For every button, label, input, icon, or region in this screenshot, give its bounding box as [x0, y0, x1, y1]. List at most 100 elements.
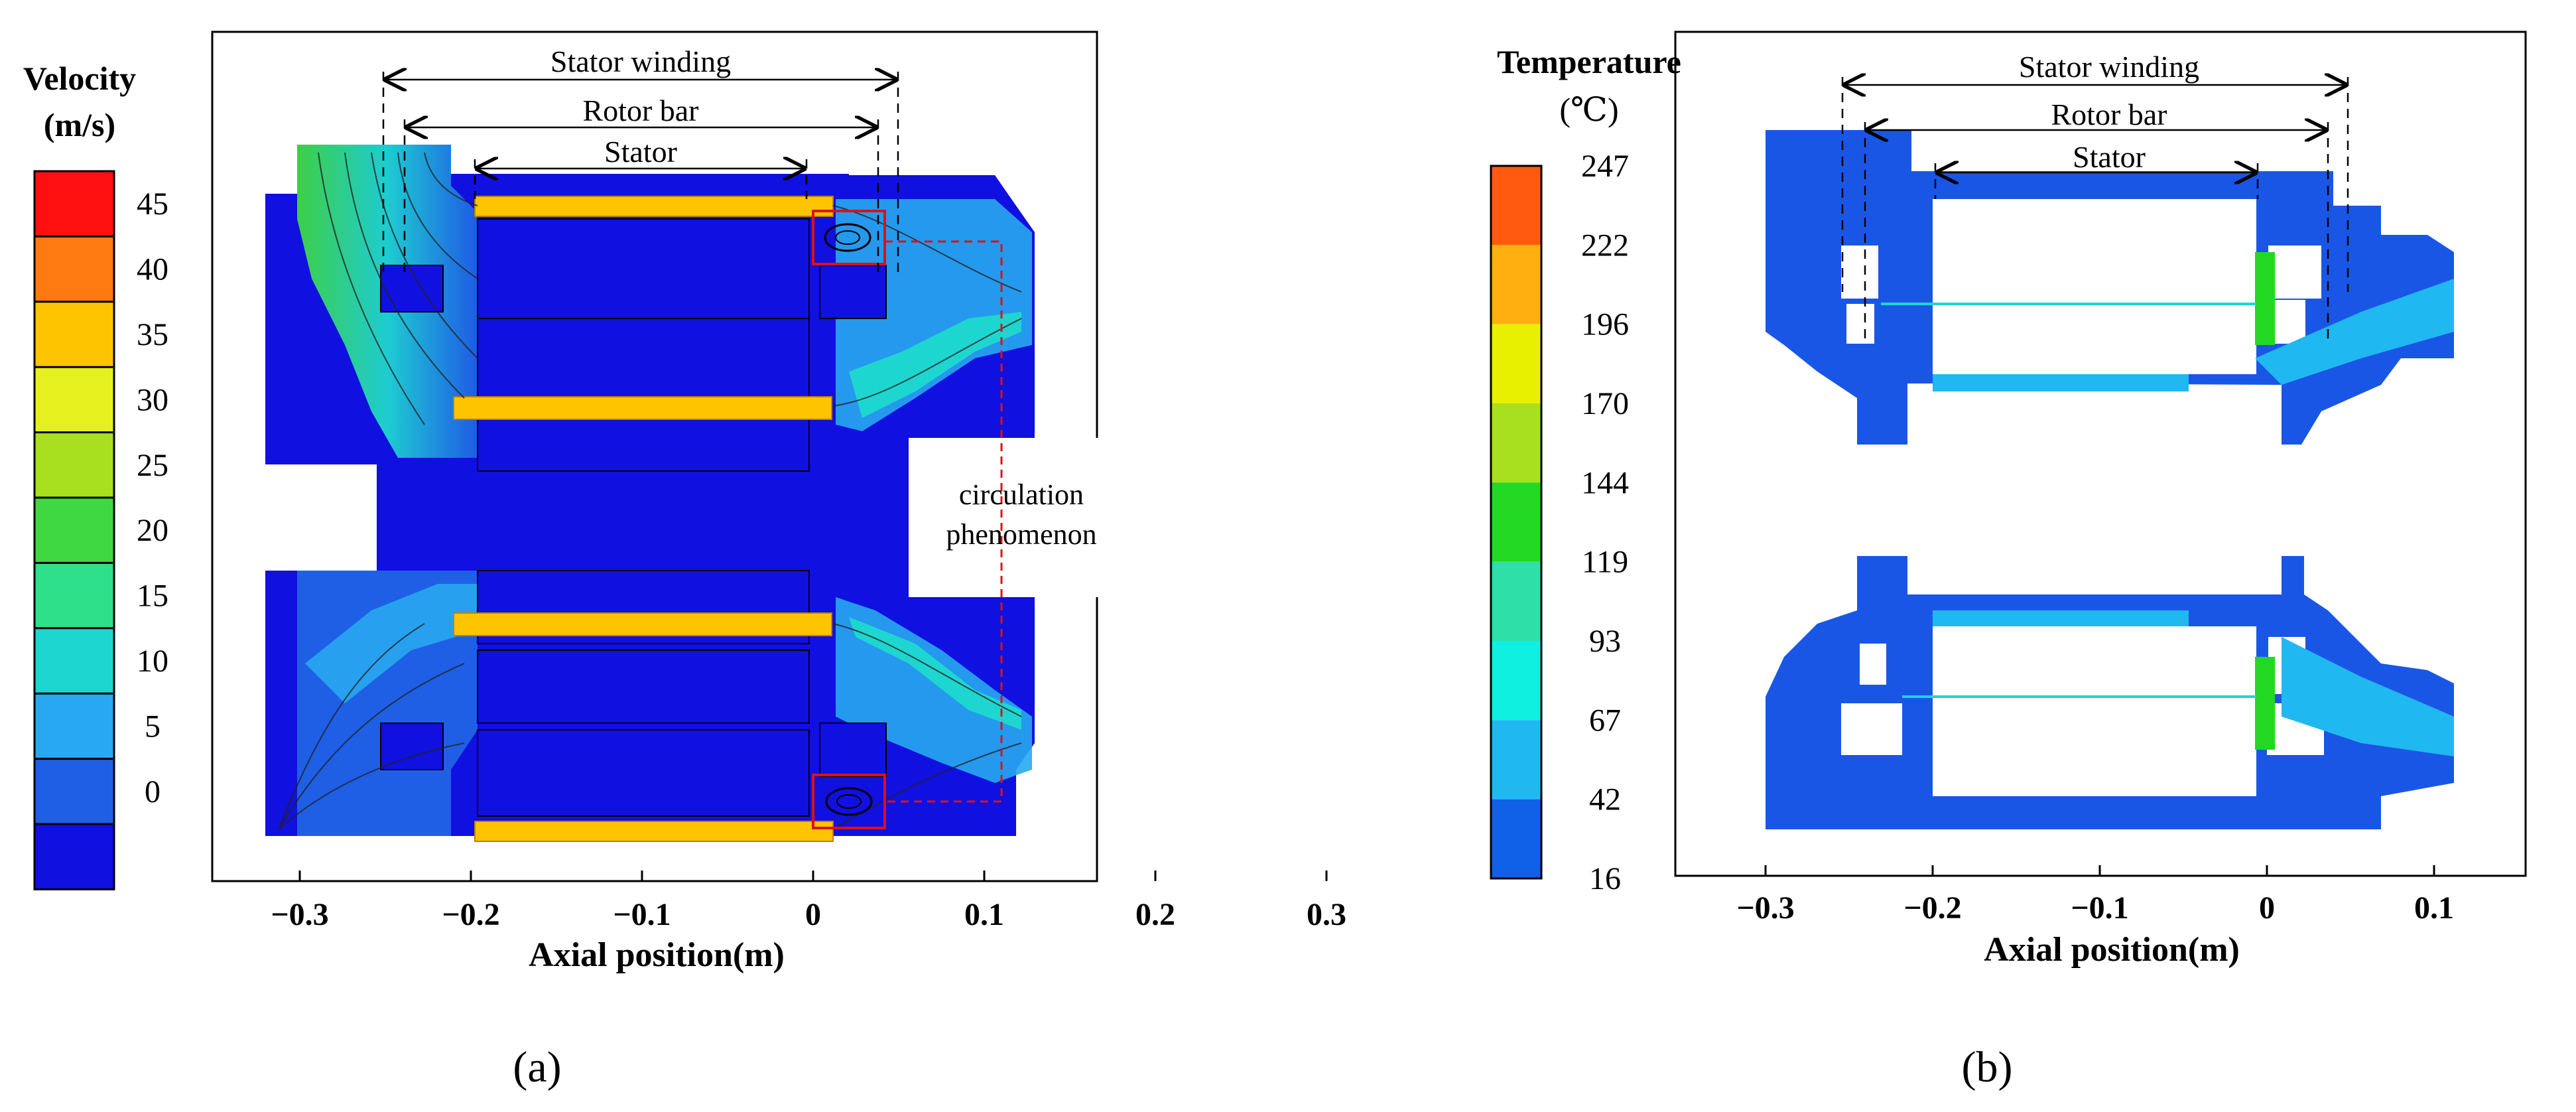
legend-color-bar: [33, 170, 115, 890]
air-gap-channel-1: [474, 196, 834, 217]
legend-color-bar: [1490, 165, 1543, 880]
x-tick-label: 0.1: [964, 897, 1004, 932]
inlet-jet-lower: [305, 584, 478, 703]
legend-tick-label: 42: [1589, 782, 1621, 817]
legend-tick-label: 25: [137, 448, 168, 483]
cavity-left-upper: [1841, 245, 1878, 299]
legend-band: [1491, 245, 1541, 324]
panel-label-a: (a): [513, 1043, 561, 1091]
legend-band: [34, 236, 114, 302]
legend-unit: (℃): [1559, 91, 1618, 128]
legend-tick-label: 144: [1581, 465, 1629, 500]
hot-spot-winding-upper: [2255, 252, 2275, 345]
legend-tick-label: 20: [137, 513, 168, 548]
legend-tick-label: 247: [1581, 149, 1629, 184]
legend-tick-label: 0: [145, 774, 161, 809]
vortex-lower-inner: [836, 794, 862, 809]
legend-band: [34, 301, 114, 368]
hot-spot-outlet-lower: [2282, 637, 2454, 756]
legend-tick-label: 222: [1581, 228, 1629, 263]
vortex-lower: [825, 787, 873, 816]
legend-tick-label: 5: [145, 709, 161, 744]
legend-ticks: 45 40 35 30 25 20 15 10 5 0: [34, 186, 168, 825]
x-tick-label: −0.2: [1903, 890, 1961, 926]
x-tick-label: −0.1: [613, 897, 671, 932]
legend-ticks: 247 222 196 170 144 119 93 67 42 16: [1581, 149, 1629, 896]
temperature-contour: [1766, 130, 2480, 829]
outlet-notch-3: [2454, 703, 2480, 719]
legend-tick-label: 16: [1589, 861, 1621, 896]
panel-b: Temperature (℃) 247 222 196 170 144 119 93 67 42…: [1490, 31, 2527, 1091]
legend-band: [34, 432, 114, 498]
stator-core-5: [477, 650, 810, 724]
legend-band: [1491, 166, 1541, 245]
vortex-upper: [824, 223, 871, 252]
circulation-box-upper: [812, 210, 886, 265]
velocity-legend: Velocity (m/s) 45 40 35 30 25 20 15 10 5 0: [23, 60, 168, 890]
legend-band: [1491, 403, 1541, 483]
end-block-right-lower: [819, 723, 887, 777]
stator-core-2: [477, 318, 810, 399]
legend-band: [34, 171, 114, 237]
legend-band: [34, 693, 114, 759]
dimension-lines: Stator winding Rotor bar Stator: [1841, 50, 2349, 345]
stator-label: Stator: [604, 135, 677, 169]
outlet-notch-2: [2454, 299, 2480, 314]
air-gap-channel-4: [474, 821, 834, 842]
dimension-extension-lines: [382, 72, 899, 279]
x-axis: −0.3−0.2−0.100.10.20.3: [1736, 865, 2454, 926]
stator-winding-label: Stator winding: [2019, 50, 2199, 84]
end-block-left-lower: [380, 723, 444, 770]
stator-winding-label: Stator winding: [550, 44, 731, 78]
x-axis-label: Axial position(m): [1984, 931, 2240, 969]
x-tick-label: −0.1: [2071, 890, 2128, 926]
panel-a: Velocity (m/s) 45 40 35 30 25 20 15 10 5 0: [23, 31, 1346, 1091]
x-tick-label: −0.3: [1736, 890, 1794, 926]
panel-label-b: (b): [1962, 1043, 2013, 1091]
legend-band: [1491, 641, 1541, 721]
legend-tick-label: 45: [137, 186, 168, 222]
cavity-left-lower: [1841, 703, 1902, 755]
stator-core-1: [477, 218, 810, 319]
circulation-label-line1: circulation: [959, 478, 1084, 511]
cavity-left-upper-2: [1846, 304, 1874, 344]
rotor-bar-label: Rotor bar: [2051, 98, 2167, 131]
x-axis-label: Axial position(m): [529, 936, 785, 974]
cavity-right-upper: [2268, 245, 2321, 299]
air-gap-channel-2: [453, 396, 832, 420]
temperature-legend: Temperature (℃) 247 222 196 170 144 119 93 67 42…: [1490, 43, 1681, 896]
streamlines: [278, 152, 1022, 830]
legend-band: [34, 563, 114, 628]
x-tick-label: −0.2: [442, 897, 499, 932]
legend-band: [1491, 482, 1541, 562]
waist-right-gap: [909, 438, 1108, 597]
legend-tick-label: 30: [137, 382, 168, 417]
legend-bar-border: [1490, 165, 1543, 880]
x-tick-label: 0.1: [2414, 890, 2454, 926]
circulation-box-lower: [812, 774, 886, 829]
legend-band: [1491, 720, 1541, 799]
legend-band: [34, 498, 114, 563]
x-tick-label: 0.2: [1135, 897, 1175, 932]
legend-band: [34, 367, 114, 433]
outlet-notch-1: [2454, 252, 2480, 268]
warm-band-lower: [1933, 610, 2189, 626]
waist-left-gap: [265, 464, 378, 571]
legend-unit: (m/s): [44, 106, 115, 143]
hot-spot-winding-lower: [2255, 657, 2275, 750]
legend-tick-label: 35: [137, 317, 168, 352]
dimension-extension-lines: [1841, 77, 2349, 345]
legend-tick-label: 93: [1589, 624, 1621, 659]
velocity-contour: [265, 145, 1108, 842]
x-tick-label: 0.3: [1307, 897, 1346, 932]
cavity-left-lower-2: [1860, 644, 1886, 685]
warm-band-upper: [1933, 374, 2189, 391]
circulation-label-line2: phenomenon: [946, 518, 1096, 551]
end-block-right-upper: [819, 265, 887, 319]
legend-title: Velocity: [23, 60, 136, 97]
legend-tick-label: 119: [1582, 545, 1628, 580]
legend-band: [34, 824, 114, 890]
x-tick-label: 0: [2259, 890, 2275, 926]
